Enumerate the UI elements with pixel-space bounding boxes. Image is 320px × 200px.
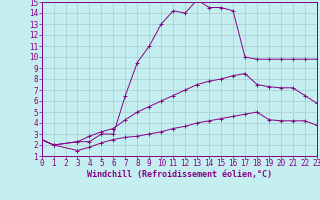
X-axis label: Windchill (Refroidissement éolien,°C): Windchill (Refroidissement éolien,°C) xyxy=(87,170,272,179)
